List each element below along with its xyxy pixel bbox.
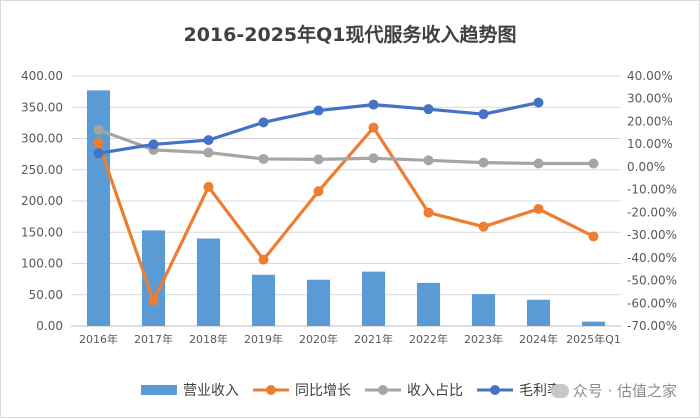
left-tick-label: 250.00: [21, 163, 63, 177]
point-同比增长: [148, 295, 159, 306]
point-毛利率: [368, 99, 379, 110]
bar-revenue: [251, 274, 276, 326]
legend-swatch-marker: [266, 385, 276, 395]
x-tick-label: 2023年: [464, 332, 503, 346]
bar-revenue: [196, 238, 221, 326]
x-tick-label: 2022年: [409, 332, 448, 346]
bar-revenue: [141, 230, 166, 326]
right-tick-label: 10.00%: [627, 137, 673, 151]
point-毛利率: [313, 105, 324, 116]
right-tick-label: -40.00%: [627, 251, 677, 265]
point-毛利率: [423, 104, 434, 115]
point-收入占比: [533, 158, 544, 169]
bar-revenue: [86, 90, 111, 326]
left-tick-label: 150.00: [21, 225, 63, 239]
point-同比增长: [478, 221, 489, 232]
left-tick-label: 100.00: [21, 257, 63, 271]
point-收入占比: [478, 157, 489, 168]
point-同比增长: [258, 254, 269, 265]
point-收入占比: [588, 158, 599, 169]
point-收入占比: [368, 153, 379, 164]
x-tick-label: 2024年: [519, 332, 558, 346]
right-tick-label: -70.00%: [627, 319, 677, 333]
series-lines: [93, 97, 599, 306]
right-tick-label: -10.00%: [627, 183, 677, 197]
watermark: 众号 · 估值之家: [550, 380, 677, 401]
left-tick-label: 350.00: [21, 100, 63, 114]
legend-swatch-marker: [378, 385, 388, 395]
right-tick-label: -50.00%: [627, 274, 677, 288]
x-tick-label: 2017年: [134, 332, 173, 346]
bar-revenue: [306, 279, 331, 326]
right-tick-label: 0.00%: [627, 160, 665, 174]
legend-label: 同比增长: [295, 383, 351, 399]
left-tick-label: 300.00: [21, 132, 63, 146]
legend-swatch-marker: [490, 385, 500, 395]
x-tick-label: 2016年: [79, 332, 118, 346]
x-axis-labels: 2016年 2017年 2018年 2019年 2020年 2021年 2022年 2023年…: [79, 332, 621, 346]
bar-revenue: [526, 299, 551, 326]
x-tick-label: 2018年: [189, 332, 228, 346]
left-tick-label: 400.00: [21, 69, 63, 83]
legend: 营业收入 同比增长 收入占比 毛利率: [141, 382, 561, 399]
point-同比增长: [203, 181, 214, 192]
point-同比增长: [533, 203, 544, 214]
point-收入占比: [93, 124, 104, 135]
chart-title: 2016-2025年Q1现代服务收入趋势图: [183, 23, 516, 46]
left-tick-label: 50.00: [29, 288, 63, 302]
bar-revenue: [416, 282, 441, 326]
legend-label: 营业收入: [183, 383, 239, 399]
point-收入占比: [313, 154, 324, 165]
right-axis-ticks: -70.00% -60.00% -50.00% -40.00% -30.00% -20.0…: [627, 69, 677, 333]
point-收入占比: [423, 155, 434, 166]
left-tick-label: 0.00: [36, 319, 63, 333]
point-同比增长: [93, 138, 104, 149]
left-axis-ticks: 0.00 50.00 100.00 150.00 200.00 250.00 300.00 3…: [21, 69, 63, 333]
bar-revenue: [581, 321, 606, 326]
bar-revenue: [471, 294, 496, 326]
point-毛利率: [258, 117, 269, 128]
right-tick-label: 30.00%: [627, 92, 673, 106]
x-tick-label: 2025年Q1: [566, 332, 621, 346]
right-tick-label: 40.00%: [627, 69, 673, 83]
x-tick-label: 2021年: [354, 332, 393, 346]
point-同比增长: [313, 186, 324, 197]
point-毛利率: [533, 97, 544, 108]
legend-swatch-bar: [141, 385, 177, 395]
legend-label: 毛利率: [519, 382, 561, 399]
point-收入占比: [258, 153, 269, 164]
point-同比增长: [423, 207, 434, 218]
line-收入占比: [96, 128, 596, 166]
x-tick-label: 2019年: [244, 332, 283, 346]
legend-label: 收入占比: [407, 383, 463, 399]
bar-revenue: [361, 271, 386, 326]
point-收入占比: [203, 147, 214, 158]
point-毛利率: [478, 109, 489, 120]
point-毛利率: [148, 139, 159, 150]
left-tick-label: 200.00: [21, 194, 63, 208]
watermark-text: 众号 · 估值之家: [572, 382, 677, 400]
wechat-icon: [550, 384, 569, 398]
x-tick-label: 2020年: [299, 332, 338, 346]
point-同比增长: [588, 231, 599, 242]
point-毛利率: [203, 135, 214, 146]
right-tick-label: 20.00%: [627, 114, 673, 128]
right-tick-label: -30.00%: [627, 228, 677, 242]
point-毛利率: [93, 148, 104, 159]
point-同比增长: [368, 122, 379, 133]
right-tick-label: -60.00%: [627, 296, 677, 310]
right-tick-label: -20.00%: [627, 205, 677, 219]
line-同比增长: [96, 125, 596, 303]
revenue-bars: [86, 90, 606, 326]
